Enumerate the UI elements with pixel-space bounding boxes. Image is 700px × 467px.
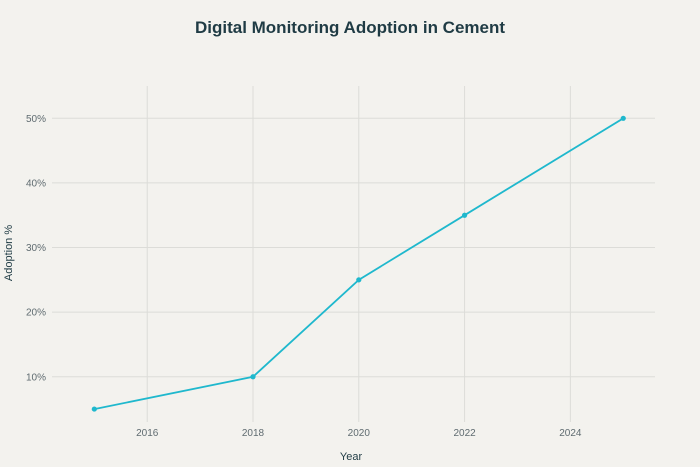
chart-title: Digital Monitoring Adoption in Cement	[194, 18, 506, 37]
data-point	[91, 406, 97, 412]
data-point	[356, 277, 362, 283]
y-tick-label: 40%	[26, 178, 46, 189]
x-tick-label: 2022	[453, 428, 476, 439]
x-gridlines	[146, 86, 571, 422]
x-tick-labels: 2016 2018 2020 2022 2024	[136, 428, 582, 439]
data-point	[461, 212, 468, 218]
y-tick-label: 20%	[26, 308, 46, 319]
y-gridlines	[52, 117, 655, 378]
y-tick-label: 30%	[26, 243, 46, 254]
x-tick-label: 2016	[136, 428, 159, 439]
x-tick-label: 2020	[348, 428, 371, 439]
data-point	[620, 115, 626, 121]
data-point	[250, 374, 256, 380]
x-axis-label: Year	[340, 451, 363, 463]
y-tick-label: 10%	[26, 372, 46, 383]
x-tick-label: 2018	[242, 428, 265, 439]
y-tick-labels: 10% 20% 30% 40% 50%	[26, 114, 46, 383]
y-tick-label: 50%	[26, 114, 46, 125]
series-group	[91, 115, 626, 412]
x-tick-label: 2024	[559, 428, 582, 439]
y-axis-label: Adoption %	[3, 225, 15, 281]
